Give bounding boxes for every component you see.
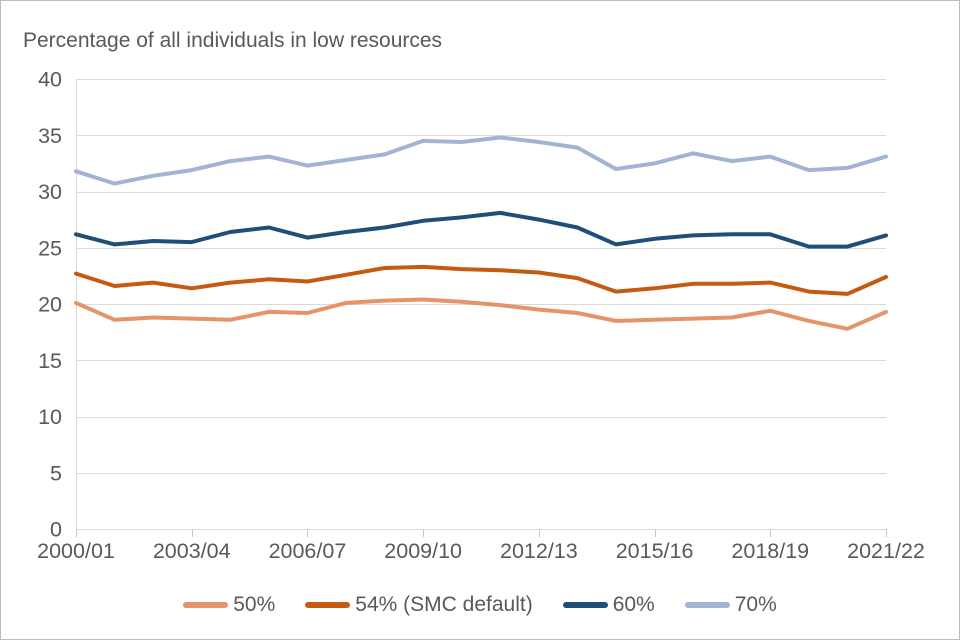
y-tick-label: 30: [38, 180, 62, 204]
x-tick-label: 2018/19: [731, 539, 809, 563]
legend-label: 60%: [612, 593, 655, 616]
legend-swatch: [305, 602, 351, 608]
legend-item: 60%: [562, 593, 655, 617]
series-line-54-smc-default-: [74, 264, 888, 296]
y-tick-label: 0: [50, 518, 62, 542]
x-tick-label: 2015/16: [616, 539, 694, 563]
x-tick-label: 2012/13: [500, 539, 578, 563]
legend-swatch: [562, 602, 608, 608]
series-line-70-: [74, 135, 888, 186]
x-tick-label: 2003/04: [153, 539, 231, 563]
y-tick-label: 15: [38, 349, 62, 373]
y-tick-label: 5: [50, 461, 62, 485]
legend-label: 50%: [233, 593, 276, 616]
y-tick-label: 40: [38, 68, 62, 92]
legend-swatch: [183, 602, 229, 608]
y-tick-label: 20: [38, 293, 62, 317]
y-tick-label: 25: [38, 236, 62, 260]
y-tick-label: 35: [38, 124, 62, 148]
legend-item: 70%: [684, 593, 777, 617]
x-tick-label: 2006/07: [269, 539, 347, 563]
legend-item: 50%: [183, 593, 275, 617]
y-tick-label: 10: [38, 405, 62, 429]
chart-legend: 50% 54% (SMC default) 60% 70%: [1, 593, 959, 617]
legend-item: 54% (SMC default): [305, 593, 533, 617]
legend-label: 54% (SMC default): [355, 593, 533, 616]
x-tick-label: 2021/22: [847, 539, 925, 563]
legend-label: 70%: [734, 593, 777, 616]
x-tick-label: 2009/10: [384, 539, 462, 563]
chart-title: Percentage of all individuals in low res…: [23, 29, 443, 52]
series-line-50-: [74, 297, 888, 331]
series-line-60-: [74, 210, 888, 249]
legend-swatch: [684, 602, 730, 608]
x-tick-label: 2000/01: [37, 539, 115, 563]
